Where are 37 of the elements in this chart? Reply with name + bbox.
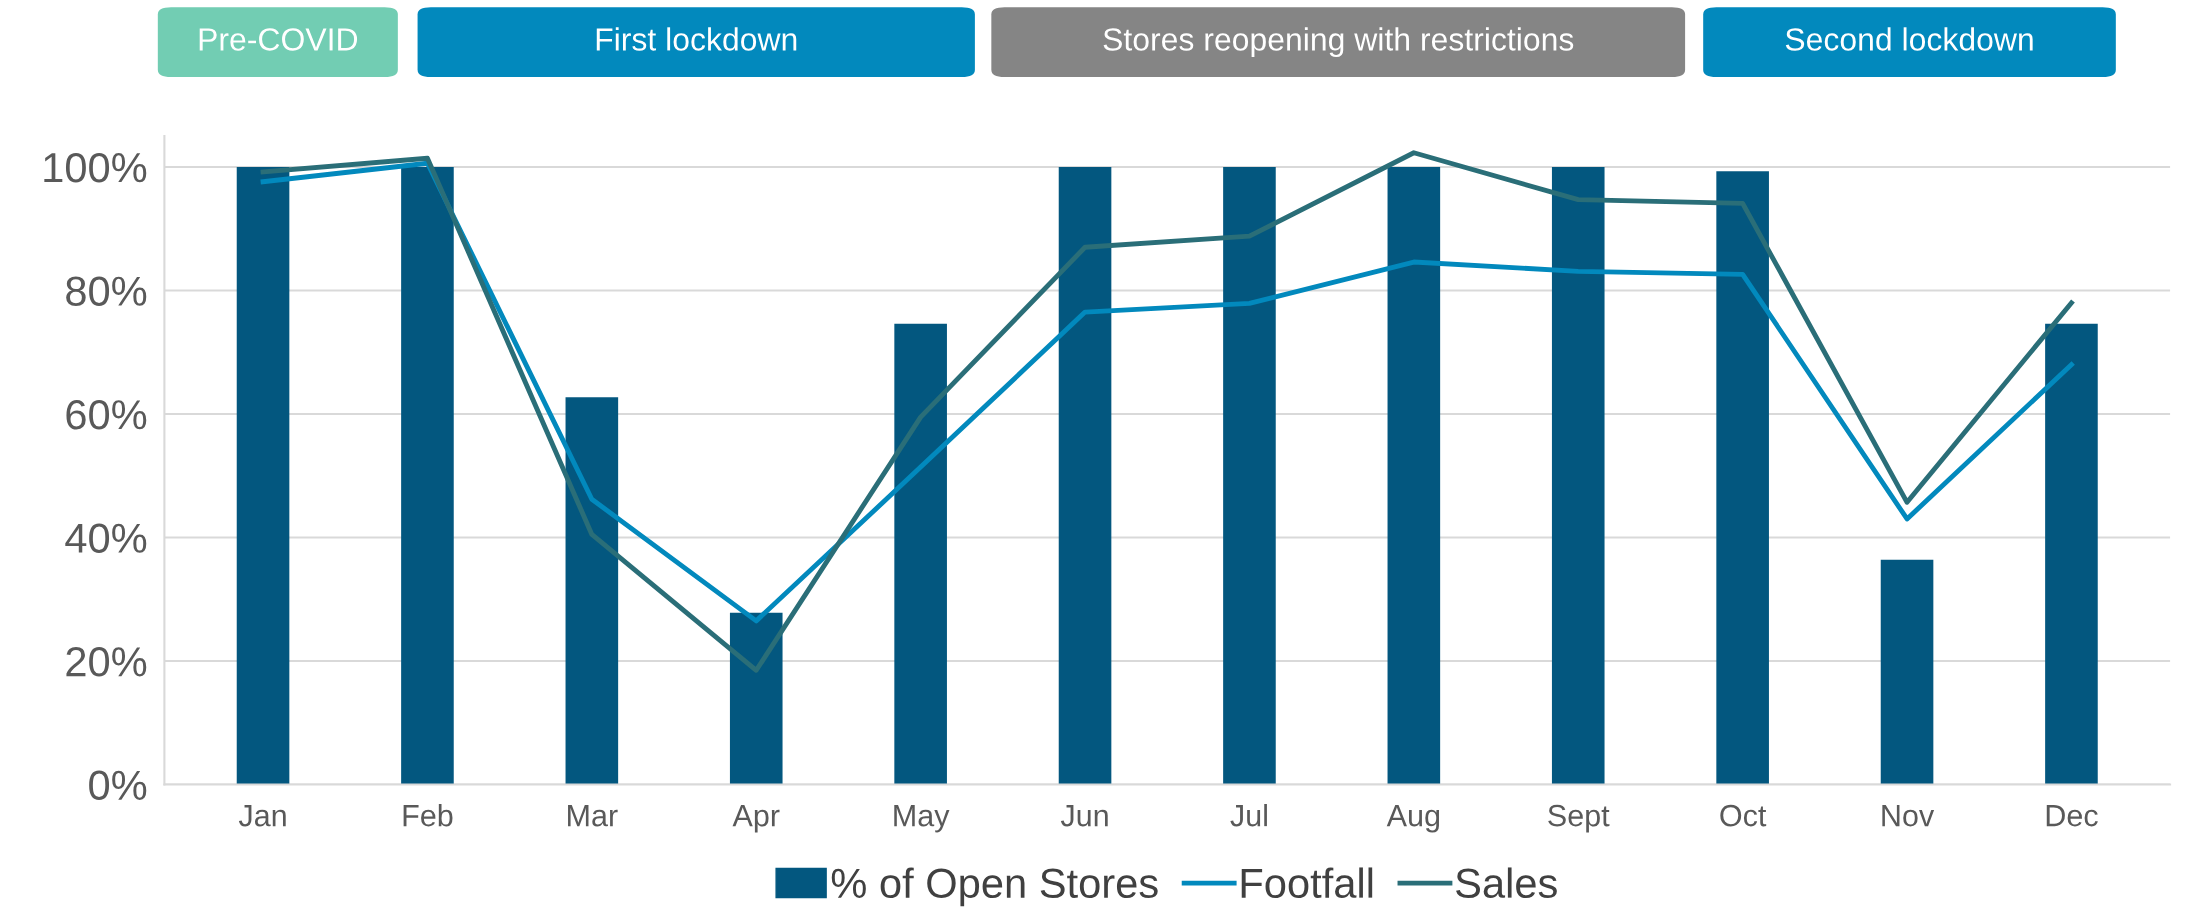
x-tick-label: Aug bbox=[1386, 805, 1440, 833]
x-tick-label: Sept bbox=[1548, 804, 1610, 833]
y-tick-label: 0% bbox=[89, 770, 147, 801]
legend-label: % of Open Stores bbox=[831, 867, 1158, 907]
x-tick-label: May bbox=[894, 805, 950, 833]
bar bbox=[894, 323, 947, 785]
text: Pre-COVID bbox=[199, 28, 358, 51]
x-tick-label: Dec bbox=[2046, 805, 2098, 827]
bar bbox=[729, 612, 783, 785]
x-tick-label: Jun bbox=[1060, 805, 1108, 827]
text: First lockdown bbox=[596, 27, 797, 51]
bar bbox=[1058, 166, 1112, 785]
x-tick-label: Jan bbox=[238, 805, 286, 827]
text: Stores reopening with restrictions bbox=[1103, 27, 1574, 58]
legend-label: Footfall bbox=[1241, 867, 1373, 899]
bar bbox=[401, 166, 454, 785]
bar bbox=[1387, 166, 1441, 785]
y-tick-label: 60% bbox=[66, 399, 147, 430]
x-tick-label: Feb bbox=[403, 804, 453, 827]
x-tick-label: Apr bbox=[732, 805, 780, 833]
text: Second lockdown bbox=[1785, 27, 2033, 51]
y-tick-label: 100% bbox=[44, 152, 147, 183]
x-tick-label: Mar bbox=[568, 805, 618, 827]
bar bbox=[565, 397, 619, 785]
bar bbox=[1880, 559, 1934, 785]
x-tick-label: Oct bbox=[1720, 804, 1767, 827]
y-tick-label: 80% bbox=[66, 276, 147, 306]
x-tick-label: Jul bbox=[1230, 804, 1267, 827]
x-tick-label: Nov bbox=[1882, 805, 1935, 827]
y-tick-label: 20% bbox=[66, 647, 147, 677]
bar bbox=[1716, 171, 1769, 785]
bar bbox=[1551, 166, 1605, 785]
y-tick-label: 40% bbox=[65, 523, 147, 554]
legend-label: Sales bbox=[1456, 867, 1557, 899]
bar bbox=[236, 166, 290, 785]
bar bbox=[2045, 323, 2098, 785]
bar bbox=[1223, 166, 1276, 785]
